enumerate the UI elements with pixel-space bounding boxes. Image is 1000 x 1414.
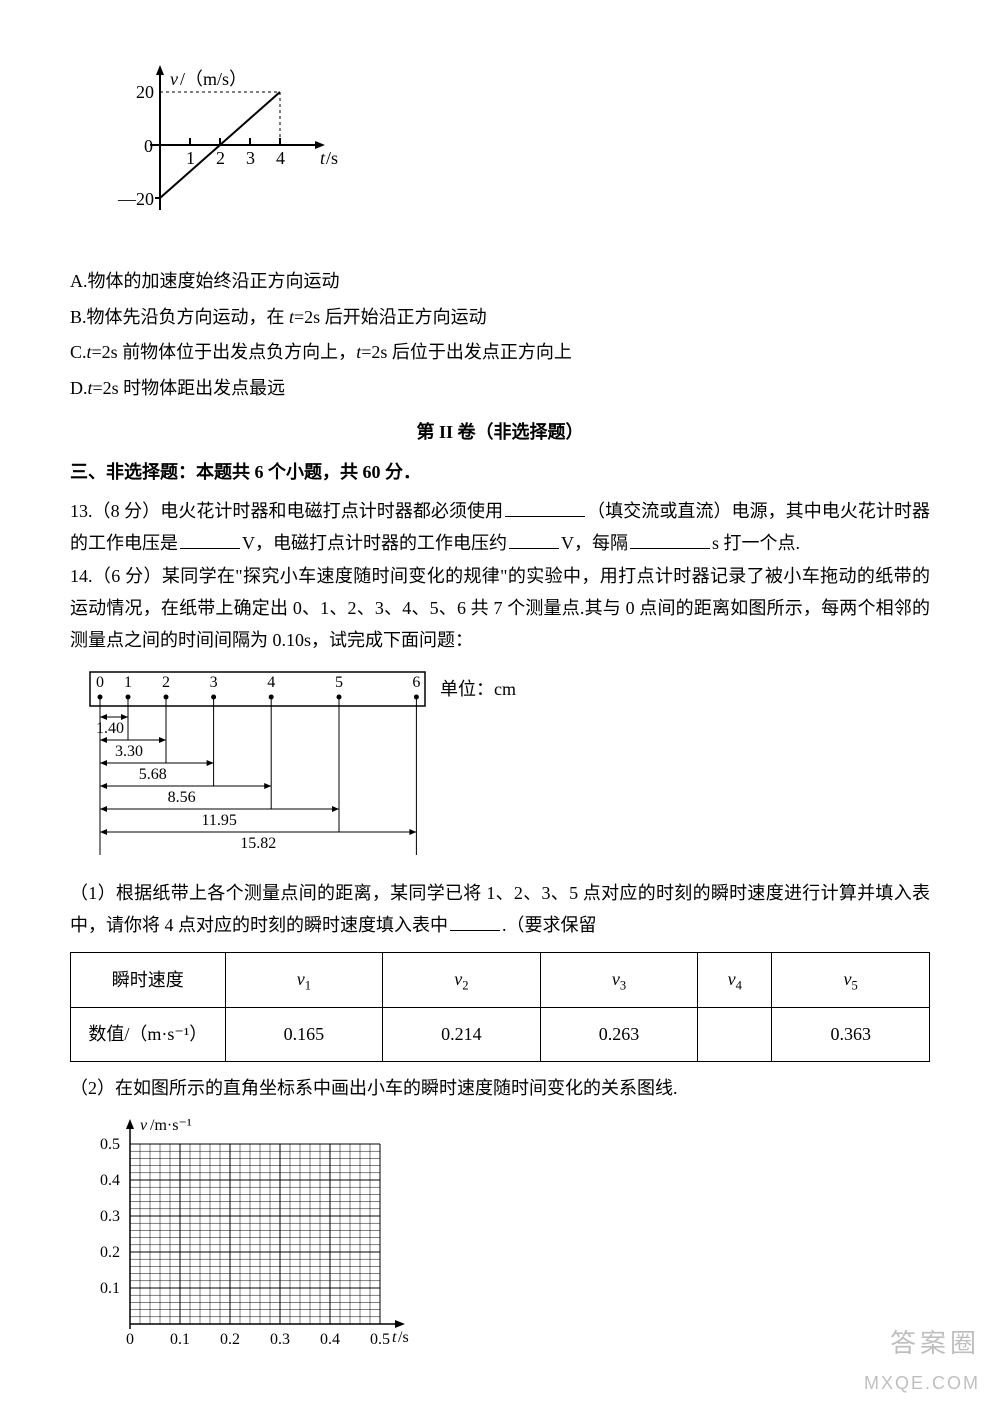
svg-text:15.82: 15.82 [240,835,276,852]
velocity-table: 瞬时速度 v1 v2 v3 v4 v5 数值/（m·s⁻¹） 0.165 0.2… [70,952,930,1062]
svg-text:t: t [392,1329,397,1346]
watermark: 答案圈 MXQE.COM [864,1320,980,1399]
y-tick-neg20: —20 [117,189,154,209]
svg-text:0: 0 [96,674,104,691]
svg-text:0.4: 0.4 [320,1331,340,1348]
question-13: 13.（8 分）电火花计时器和电磁打点计时器都必须使用（填交流或直流）电源，其中… [70,495,930,560]
subsection-3-heading: 三、非选择题：本题共 6 个小题，共 60 分． [70,456,930,488]
svg-text:0.5: 0.5 [100,1136,120,1153]
svg-text:0.2: 0.2 [100,1244,120,1261]
svg-text:6: 6 [412,674,420,691]
svg-text:11.95: 11.95 [202,812,237,829]
tape-unit-label: 单位：cm [440,679,516,699]
svg-text:/（m/s）: /（m/s） [180,69,247,89]
svg-text:v: v [140,1117,148,1134]
svg-text:8.56: 8.56 [168,789,196,806]
watermark-line2: MXQE.COM [864,1367,980,1399]
svg-text:1: 1 [124,674,132,691]
svg-text:0.4: 0.4 [100,1172,120,1189]
table-val-5: 0.363 [772,1008,930,1061]
svg-text:4: 4 [267,674,275,691]
table-cell-v3: v3 [540,952,698,1007]
table-row1-label: 瞬时速度 [71,952,226,1007]
y-axis-label: v [170,69,178,89]
y-tick-0: 0 [144,136,153,156]
blank-13-3[interactable] [509,529,559,549]
question-14-intro: 14.（6 分）某同学在"探究小车速度随时间变化的规律"的实验中，用打点计时器记… [70,560,930,657]
vt-graph: v /（m/s） 20 0 —20 1 2 3 4 t /s [100,60,930,250]
blank-13-2[interactable] [180,529,240,549]
svg-text:/s: /s [326,148,338,168]
x-tick-3: 3 [246,148,255,168]
x-tick-1: 1 [186,148,195,168]
option-b: B.物体先沿负方向运动，在 t=2s 后开始沿正方向运动 [70,301,930,333]
svg-text:/m·s⁻¹: /m·s⁻¹ [150,1117,192,1134]
svg-text:0.3: 0.3 [270,1331,290,1348]
table-cell-v2: v2 [383,952,541,1007]
y-tick-20: 20 [136,82,154,102]
grid-graph: v /m·s⁻¹ t /s 0.5 0.4 0.3 0.2 0.1 0 0.1 0.2 0.3… [80,1114,930,1374]
blank-14-1[interactable] [450,912,500,932]
blank-13-1[interactable] [505,497,585,517]
svg-text:1.40: 1.40 [96,720,124,737]
svg-text:3.30: 3.30 [115,743,143,760]
svg-text:2: 2 [162,674,170,691]
svg-text:0.2: 0.2 [220,1331,240,1348]
table-val-2: 0.214 [383,1008,541,1061]
x-tick-2: 2 [216,148,225,168]
option-d: D.t=2s 时物体距出发点最远 [70,372,930,404]
table-cell-v5: v5 [772,952,930,1007]
tape-diagram: 0 1 2 3 4 5 6 单位：cm 1.40 3.30 5.688.56 11.9515.82 [80,667,930,867]
option-list: A.物体的加速度始终沿正方向运动 B.物体先沿负方向运动，在 t=2s 后开始沿… [70,265,930,404]
svg-text:0.1: 0.1 [100,1280,120,1297]
watermark-line1: 答案圈 [864,1320,980,1367]
svg-text:3: 3 [210,674,218,691]
x-tick-4: 4 [276,148,285,168]
table-val-4[interactable] [698,1008,772,1061]
svg-text:/s: /s [398,1329,409,1346]
svg-text:5.68: 5.68 [139,766,167,783]
table-row2-label: 数值/（m·s⁻¹） [71,1008,226,1061]
svg-text:5: 5 [335,674,343,691]
table-val-3: 0.263 [540,1008,698,1061]
table-val-1: 0.165 [225,1008,383,1061]
svg-text:0.1: 0.1 [170,1331,190,1348]
svg-text:0.5: 0.5 [370,1331,390,1348]
svg-text:0.3: 0.3 [100,1208,120,1225]
table-cell-v4: v4 [698,952,772,1007]
table-cell-v1: v1 [225,952,383,1007]
option-a: A.物体的加速度始终沿正方向运动 [70,265,930,297]
svg-text:0: 0 [126,1331,134,1348]
option-c: C.t=2s 前物体位于出发点负方向上，t=2s 后位于出发点正方向上 [70,336,930,368]
question-14-part1: （1）根据纸带上各个测量点间的距离，某同学已将 1、2、3、5 点对应的时刻的瞬… [70,877,930,942]
section-2-title: 第 II 卷（非选择题） [70,416,930,448]
blank-13-4[interactable] [630,529,710,549]
question-14-part2: （2）在如图所示的直角坐标系中画出小车的瞬时速度随时间变化的关系图线. [70,1072,930,1104]
